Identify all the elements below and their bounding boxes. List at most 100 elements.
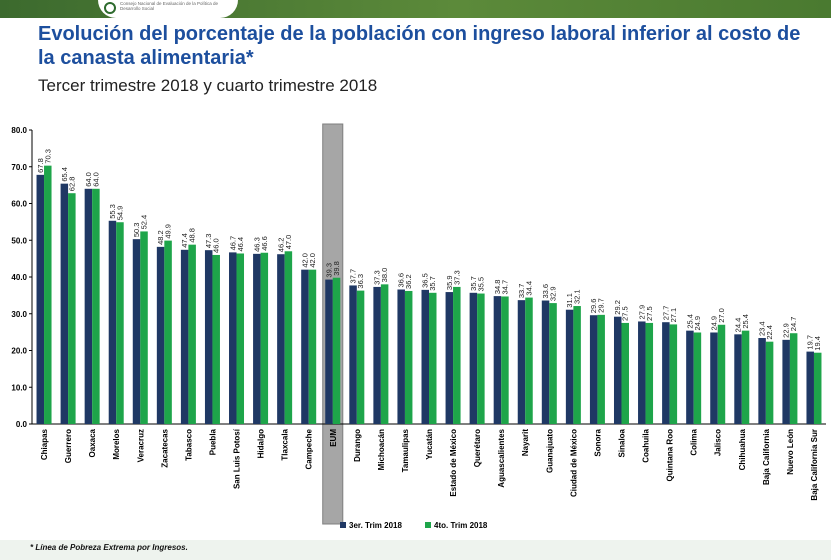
category-label: Oaxaca (88, 428, 97, 457)
bar-q3 (662, 322, 670, 424)
bar-q4 (813, 352, 822, 424)
data-label: 37.3 (452, 270, 461, 285)
category-label: Campeche (305, 428, 314, 469)
bar-q3 (108, 220, 117, 424)
data-label: 24.9 (693, 316, 702, 331)
data-label: 19.7 (806, 335, 815, 350)
data-label: 62.8 (67, 177, 76, 192)
bar-q4 (380, 284, 389, 424)
bar-q4 (741, 330, 750, 424)
coneval-logo: Consejo Nacional de Evaluación de la Pol… (98, 0, 238, 18)
category-label: Zacatecas (160, 428, 169, 467)
footnote-band (0, 540, 831, 560)
data-label: 47.0 (284, 235, 293, 250)
category-label: Chiapas (40, 428, 49, 460)
data-label: 24.7 (789, 317, 798, 332)
data-label: 50.3 (132, 223, 141, 238)
category-label: Guerrero (64, 429, 73, 463)
category-label: Veracruz (136, 429, 145, 462)
category-label: Colima (690, 428, 699, 455)
bar-q3 (253, 253, 261, 424)
category-label: Querétaro (473, 429, 482, 467)
data-label: 24.9 (709, 316, 718, 331)
data-label: 36.6 (397, 273, 406, 288)
logo-caption: Consejo Nacional de Evaluación de la Pol… (120, 1, 219, 11)
bar-q4 (284, 251, 293, 424)
data-label: 64.0 (91, 172, 100, 187)
category-label: Nuevo León (786, 429, 795, 475)
data-label: 34.4 (524, 281, 533, 296)
y-tick-label: 20.0 (11, 347, 27, 356)
category-label: Hidalgo (257, 429, 266, 458)
bar-q4 (332, 277, 341, 424)
bar-q4 (453, 286, 461, 424)
data-label: 46.3 (252, 237, 261, 252)
bar-q4 (260, 252, 269, 424)
bar-q4 (717, 324, 726, 424)
bar-q4 (693, 332, 702, 424)
y-tick-label: 60.0 (11, 200, 27, 209)
bar-q3 (782, 339, 790, 424)
data-label: 37.7 (349, 269, 358, 284)
data-label: 49.9 (164, 224, 173, 239)
legend-swatch (340, 522, 346, 528)
category-label: Quintana Roo (666, 429, 675, 482)
y-tick-label: 70.0 (11, 163, 27, 172)
category-label: Sonora (593, 428, 602, 456)
data-label: 23.4 (758, 321, 767, 336)
bar-q4 (645, 322, 654, 424)
bar-q4 (669, 324, 678, 424)
bar-q3 (541, 300, 550, 424)
legend-label: 4to. Trim 2018 (434, 521, 488, 530)
y-tick-label: 10.0 (11, 383, 27, 392)
bar-q4 (308, 269, 317, 424)
data-label: 27.5 (645, 306, 654, 321)
data-label: 25.4 (685, 314, 694, 329)
bar-q4 (404, 290, 413, 424)
bar-q3 (469, 292, 478, 424)
bar-q4 (573, 306, 581, 424)
data-label: 35.7 (469, 276, 478, 291)
bar-q4 (44, 165, 52, 424)
bar-q3 (229, 252, 237, 424)
data-label: 48.2 (156, 230, 165, 245)
category-label: Chihuahua (738, 428, 747, 470)
bar-q4 (92, 188, 100, 424)
data-label: 29.2 (613, 300, 622, 315)
category-label: Tamaulipas (401, 428, 410, 472)
category-label: Yucatán (425, 429, 434, 460)
category-label: Tabasco (184, 429, 193, 461)
chart-title: Evolución del porcentaje de la población… (38, 23, 801, 69)
category-label: Durango (353, 429, 362, 462)
category-label: Coahuila (642, 428, 651, 462)
bar-q3 (156, 246, 165, 424)
category-label: Morelos (112, 428, 121, 459)
data-label: 37.3 (373, 270, 382, 285)
bar-q4 (164, 240, 172, 424)
bar-q3 (806, 351, 814, 424)
bar-q3 (277, 254, 285, 424)
bar-q4 (549, 303, 557, 424)
legend-swatch (425, 522, 431, 528)
bar-q3 (397, 289, 405, 424)
data-label: 67.8 (36, 158, 45, 173)
category-label: Michoacán (377, 429, 386, 470)
legend-label: 3er. Trim 2018 (349, 521, 402, 530)
bar-q4 (597, 314, 605, 424)
bar-q3 (613, 316, 622, 424)
data-label: 27.0 (717, 308, 726, 323)
data-label: 47.3 (204, 234, 213, 249)
data-label: 36.5 (421, 273, 430, 288)
bar-q4 (236, 253, 245, 424)
data-label: 39.3 (325, 263, 334, 278)
category-label: Baja California (762, 428, 771, 485)
data-label: 19.4 (813, 336, 822, 351)
data-label: 42.0 (300, 253, 309, 268)
data-label: 55.3 (108, 204, 117, 219)
bar-q4 (429, 292, 437, 424)
category-label: Guanajuato (545, 429, 554, 473)
bar-q3 (710, 332, 718, 424)
bar-q3 (301, 269, 309, 424)
bar-q3 (60, 183, 69, 424)
bar-q3 (204, 250, 213, 424)
